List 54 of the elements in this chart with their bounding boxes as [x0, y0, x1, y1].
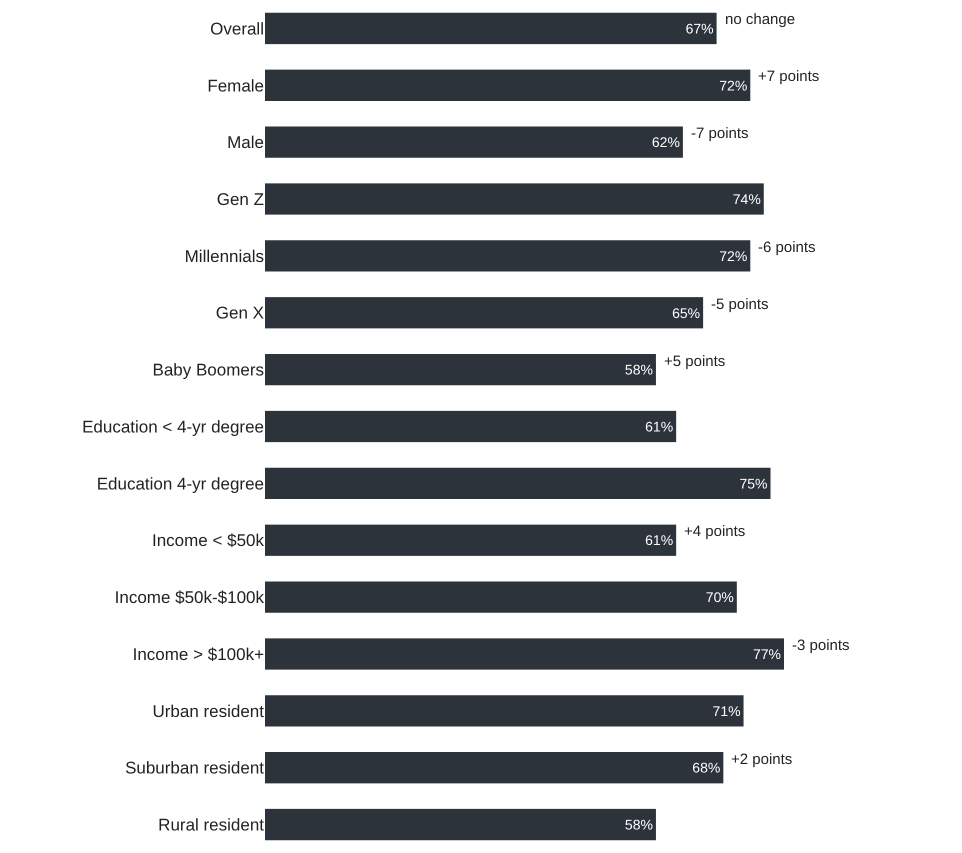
bar: [265, 297, 704, 328]
y-tick-label: Millennials: [184, 246, 264, 266]
annotation: +2 points: [731, 751, 792, 768]
y-tick-label: Gen Z: [216, 190, 264, 209]
annotation: +5 points: [664, 353, 726, 370]
y-tick-label: Urban resident: [152, 702, 264, 721]
annotation: no change: [725, 11, 796, 28]
y-tick-label: Income < $50k: [152, 531, 264, 550]
bar: [265, 12, 717, 44]
data-label: 65%: [672, 304, 700, 321]
data-label: 74%: [732, 191, 761, 208]
y-tick-label: Baby Boomers: [152, 360, 264, 380]
y-tick-label: Suburban resident: [125, 758, 264, 778]
y-tick-label: Education 4-yr degree: [96, 474, 264, 494]
data-label: 75%: [739, 475, 768, 492]
annotation: -6 points: [758, 239, 816, 256]
bar: [265, 524, 676, 556]
data-label: 68%: [692, 760, 720, 776]
bar: [265, 410, 676, 442]
data-label: 62%: [652, 134, 680, 150]
annotation: -7 points: [691, 125, 749, 142]
data-label: 70%: [706, 589, 734, 606]
y-tick-label: Income > $100k+: [132, 644, 264, 664]
data-label: 58%: [624, 816, 653, 833]
y-tick-label: Rural resident: [158, 816, 264, 835]
data-label: 61%: [645, 418, 674, 434]
bar: [265, 183, 764, 215]
annotation: +4 points: [684, 523, 746, 540]
bar: [265, 638, 784, 670]
y-tick-label: Female: [207, 76, 264, 96]
data-label: 72%: [719, 248, 748, 264]
bar: [265, 126, 683, 158]
bar: [265, 695, 744, 726]
data-label: 58%: [624, 362, 653, 378]
data-label: 61%: [645, 532, 674, 548]
data-label: 72%: [719, 77, 748, 94]
y-tick-label: Income $50k-$100k: [114, 588, 264, 608]
y-tick-label: Education < 4-yr degree: [82, 417, 264, 436]
annotation: -3 points: [792, 637, 850, 654]
annotation: +7 points: [758, 68, 820, 85]
y-tick-label: Gen X: [216, 304, 264, 323]
bar: [265, 581, 737, 613]
annotation: -5 points: [711, 296, 769, 313]
data-label: 67%: [686, 20, 714, 36]
bar: [265, 240, 750, 272]
y-tick-label: Male: [227, 133, 264, 152]
y-tick-label: Overall: [210, 19, 264, 38]
bar: [265, 752, 724, 784]
bar: [265, 354, 656, 386]
data-label: 71%: [712, 702, 741, 719]
bar: [265, 808, 656, 840]
bar: [265, 70, 750, 101]
bar: [265, 468, 771, 500]
data-label: 77%: [752, 646, 781, 662]
